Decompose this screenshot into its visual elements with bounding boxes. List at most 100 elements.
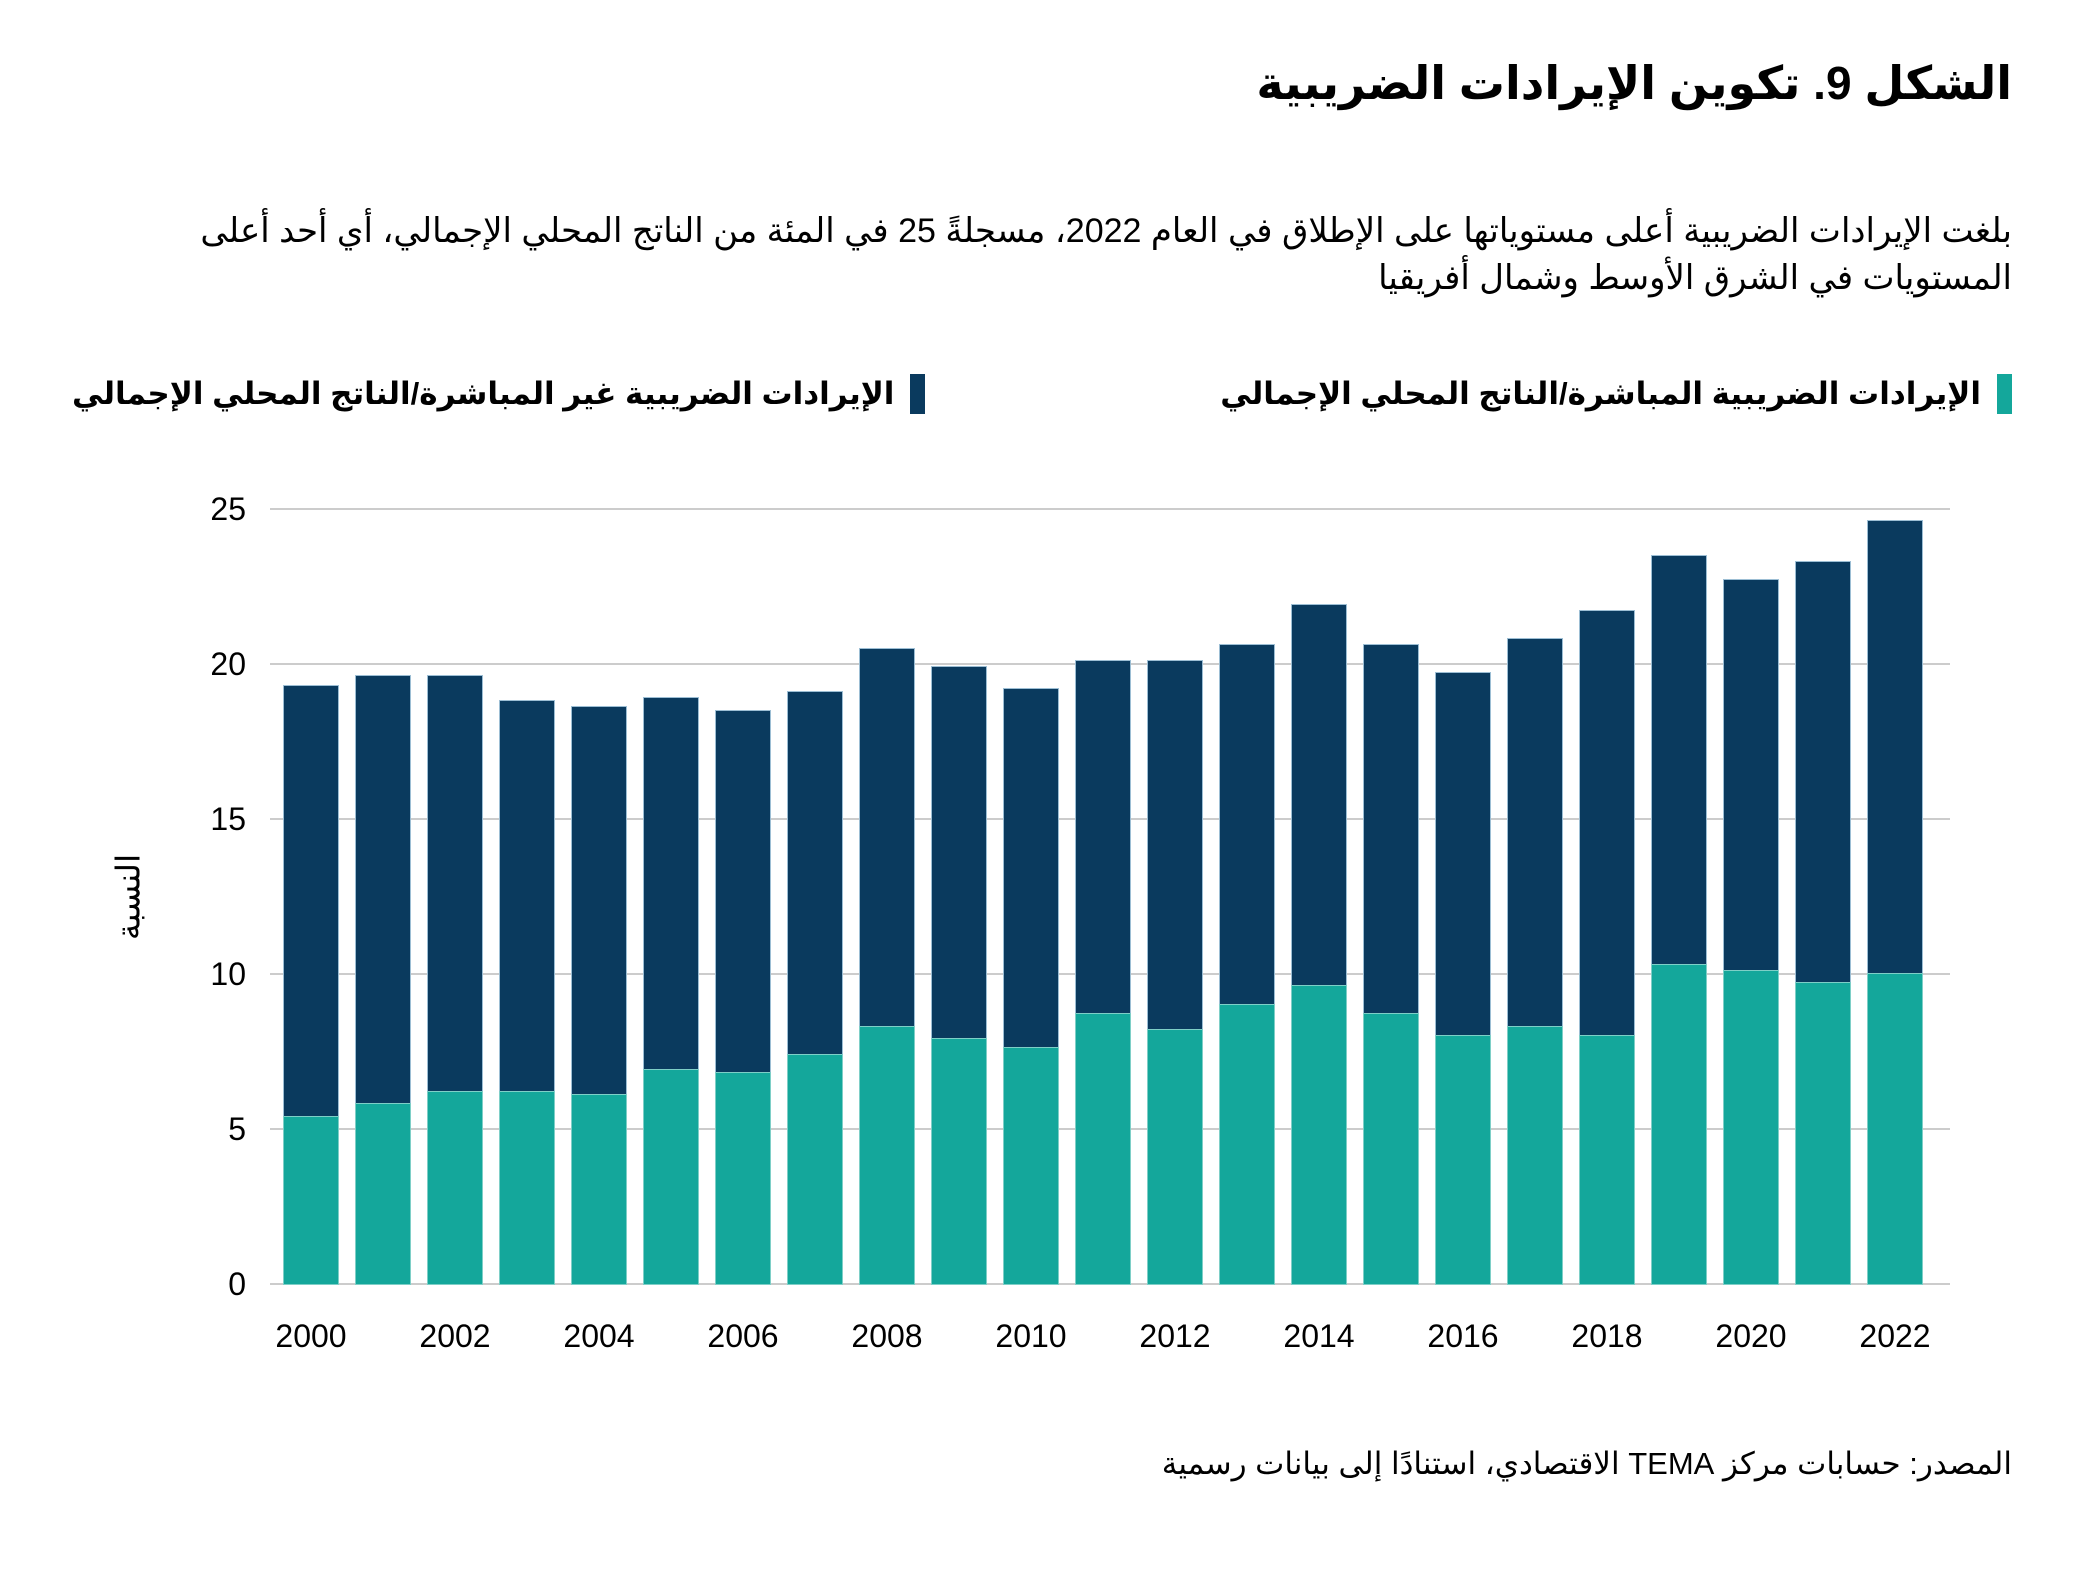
legend-swatch-indirect-icon xyxy=(910,374,926,414)
bar-2004 xyxy=(572,707,626,1284)
bar-segment-direct-2015 xyxy=(1364,1014,1418,1284)
bar-2017 xyxy=(1508,639,1562,1284)
bar-segment-indirect-2003 xyxy=(500,701,554,1092)
gridline-y-25 xyxy=(270,508,1950,510)
bar-2016 xyxy=(1436,673,1490,1284)
bar-2001 xyxy=(356,676,410,1284)
legend-item-direct: الإيرادات الضريبية المباشرة/الناتج المحل… xyxy=(1220,374,2012,414)
bar-segment-indirect-2021 xyxy=(1796,561,1850,984)
bar-segment-direct-2002 xyxy=(428,1091,482,1284)
bar-2007 xyxy=(788,691,842,1284)
bar-segment-direct-2004 xyxy=(572,1094,626,1284)
x-tick-label-2012: 2012 xyxy=(1139,1318,1211,1354)
bar-2018 xyxy=(1580,611,1634,1284)
bar-segment-indirect-2009 xyxy=(932,667,986,1040)
bar-segment-direct-2013 xyxy=(1220,1004,1274,1284)
bar-2014 xyxy=(1292,605,1346,1284)
bar-segment-direct-2016 xyxy=(1436,1035,1490,1284)
bar-2010 xyxy=(1004,688,1058,1284)
bar-segment-direct-2006 xyxy=(716,1073,770,1284)
bar-segment-indirect-2007 xyxy=(788,691,842,1055)
bar-segment-direct-2020 xyxy=(1724,970,1778,1284)
bar-segment-direct-2010 xyxy=(1004,1048,1058,1284)
bar-segment-direct-2021 xyxy=(1796,983,1850,1284)
bar-2021 xyxy=(1796,561,1850,1284)
y-tick-label-0: 0 xyxy=(228,1266,246,1302)
figure-title: الشكل 9. تكوين الإيرادات الضريبية xyxy=(1256,57,2012,109)
bar-segment-indirect-2002 xyxy=(428,676,482,1092)
bar-segment-indirect-2018 xyxy=(1580,611,1634,1036)
bar-2019 xyxy=(1652,555,1706,1285)
x-tick-label-2020: 2020 xyxy=(1715,1318,1787,1354)
x-tick-label-2008: 2008 xyxy=(851,1318,923,1354)
y-tick-label-15: 15 xyxy=(210,801,246,837)
legend-swatch-direct-icon xyxy=(1997,374,2012,414)
bar-segment-indirect-2020 xyxy=(1724,580,1778,971)
bar-2006 xyxy=(716,710,770,1285)
y-tick-label-10: 10 xyxy=(210,956,246,992)
bar-segment-indirect-2013 xyxy=(1220,645,1274,1005)
bar-segment-direct-2018 xyxy=(1580,1035,1634,1284)
legend-label-indirect: الإيرادات الضريبية غير المباشرة/الناتج ا… xyxy=(72,376,895,411)
bar-segment-indirect-2014 xyxy=(1292,605,1346,987)
x-tick-label-2022: 2022 xyxy=(1859,1318,1931,1354)
bar-segment-indirect-2016 xyxy=(1436,673,1490,1036)
x-tick-label-2018: 2018 xyxy=(1571,1318,1643,1354)
bar-segment-indirect-2008 xyxy=(860,648,914,1027)
x-tick-label-2010: 2010 xyxy=(995,1318,1067,1354)
bar-2020 xyxy=(1724,580,1778,1284)
bar-segment-indirect-2012 xyxy=(1148,660,1202,1030)
x-tick-label-2000: 2000 xyxy=(275,1318,347,1354)
y-tick-label-25: 25 xyxy=(210,491,246,527)
bar-segment-indirect-2011 xyxy=(1076,660,1130,1015)
bar-2011 xyxy=(1076,660,1130,1284)
bar-segment-indirect-2019 xyxy=(1652,555,1706,965)
bar-segment-indirect-2004 xyxy=(572,707,626,1095)
x-tick-label-2016: 2016 xyxy=(1427,1318,1499,1354)
bar-segment-direct-2003 xyxy=(500,1091,554,1284)
bar-segment-direct-2012 xyxy=(1148,1029,1202,1284)
bar-2008 xyxy=(860,648,914,1285)
x-tick-label-2014: 2014 xyxy=(1283,1318,1355,1354)
bar-segment-direct-2017 xyxy=(1508,1026,1562,1284)
bar-segment-direct-2009 xyxy=(932,1039,986,1284)
bar-segment-indirect-2006 xyxy=(716,710,770,1074)
bar-2022 xyxy=(1868,521,1922,1284)
bar-segment-direct-2008 xyxy=(860,1026,914,1284)
bar-segment-direct-2005 xyxy=(644,1070,698,1284)
x-tick-label-2002: 2002 xyxy=(419,1318,491,1354)
bar-segment-indirect-2000 xyxy=(284,685,338,1117)
y-axis-title: النسبة xyxy=(109,853,147,941)
bar-segment-direct-2001 xyxy=(356,1104,410,1284)
bar-2009 xyxy=(932,667,986,1284)
bar-2013 xyxy=(1220,645,1274,1284)
legend-item-indirect: الإيرادات الضريبية غير المباشرة/الناتج ا… xyxy=(72,374,926,414)
bar-segment-direct-2000 xyxy=(284,1116,338,1284)
legend-label-direct: الإيرادات الضريبية المباشرة/الناتج المحل… xyxy=(1220,376,1981,411)
bar-segment-indirect-2017 xyxy=(1508,639,1562,1027)
bar-2002 xyxy=(428,676,482,1284)
bar-segment-direct-2022 xyxy=(1868,973,1922,1284)
gridline-y-0 xyxy=(270,1283,1950,1285)
bar-2000 xyxy=(284,685,338,1284)
figure-subtitle: بلغت الإيرادات الضريبية أعلى مستوياتها ع… xyxy=(200,212,2012,297)
bar-segment-direct-2007 xyxy=(788,1054,842,1284)
bar-2012 xyxy=(1148,660,1202,1284)
chart-legend: الإيرادات الضريبية المباشرة/الناتج المحل… xyxy=(72,374,2012,414)
y-tick-label-20: 20 xyxy=(210,646,246,682)
bar-segment-indirect-2005 xyxy=(644,698,698,1071)
bar-segment-direct-2019 xyxy=(1652,964,1706,1284)
x-tick-label-2006: 2006 xyxy=(707,1318,779,1354)
bar-segment-direct-2011 xyxy=(1076,1014,1130,1284)
y-tick-label-5: 5 xyxy=(228,1111,246,1147)
bar-segment-indirect-2022 xyxy=(1868,521,1922,974)
bar-2003 xyxy=(500,701,554,1284)
bar-segment-indirect-2010 xyxy=(1004,688,1058,1049)
bar-segment-indirect-2001 xyxy=(356,676,410,1105)
bar-segment-indirect-2015 xyxy=(1364,645,1418,1015)
bar-2005 xyxy=(644,698,698,1284)
x-tick-label-2004: 2004 xyxy=(563,1318,635,1354)
bar-2015 xyxy=(1364,645,1418,1284)
bar-segment-direct-2014 xyxy=(1292,986,1346,1284)
